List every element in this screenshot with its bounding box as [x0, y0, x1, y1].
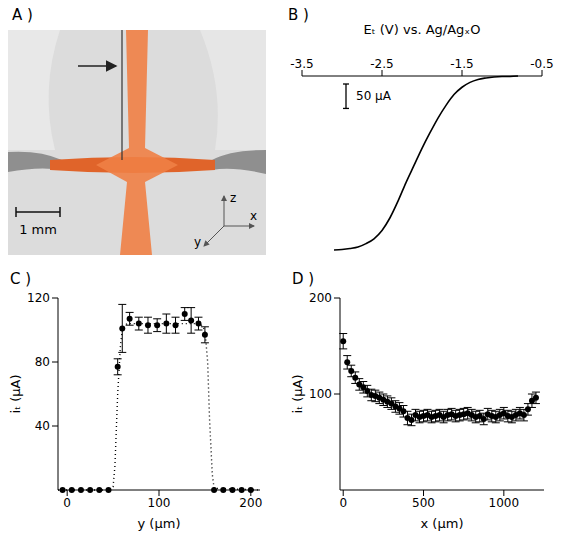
svg-text:-0.5: -0.5	[530, 57, 553, 71]
svg-text:0: 0	[339, 496, 347, 510]
svg-text:80: 80	[35, 355, 50, 369]
svg-text:200: 200	[309, 291, 332, 305]
svg-text:50 μA: 50 μA	[356, 89, 392, 103]
svg-text:40: 40	[35, 419, 50, 433]
html-text:D ): D )	[292, 270, 315, 288]
svg-text:0: 0	[63, 496, 71, 510]
html-text:C ): C )	[10, 270, 32, 288]
svg-text:1000: 1000	[489, 496, 520, 510]
html-text:B ): B )	[288, 6, 309, 24]
svg-text:z: z	[230, 191, 236, 205]
html-text:A ): A )	[12, 6, 33, 24]
svg-text:500: 500	[412, 496, 435, 510]
svg-text:200: 200	[239, 496, 262, 510]
svg-text:x: x	[250, 209, 257, 223]
svg-text:y (μm): y (μm)	[138, 516, 181, 531]
svg-text:x (μm): x (μm)	[421, 516, 464, 531]
svg-text:-3.5: -3.5	[290, 57, 313, 71]
svg-text:100: 100	[148, 496, 171, 510]
svg-text:100: 100	[309, 387, 332, 401]
svg-text:iₜ (μA): iₜ (μA)	[8, 375, 23, 414]
svg-text:120: 120	[27, 291, 50, 305]
svg-text:-2.5: -2.5	[370, 57, 393, 71]
svg-text:1 mm: 1 mm	[19, 222, 57, 237]
svg-text:iₜ (μA): iₜ (μA)	[290, 375, 305, 414]
html-text:Eₜ (V) vs. Ag/AgₓO: Eₜ (V) vs. Ag/AgₓO	[363, 22, 481, 37]
svg-text:y: y	[194, 235, 201, 249]
svg-text:-1.5: -1.5	[450, 57, 473, 71]
